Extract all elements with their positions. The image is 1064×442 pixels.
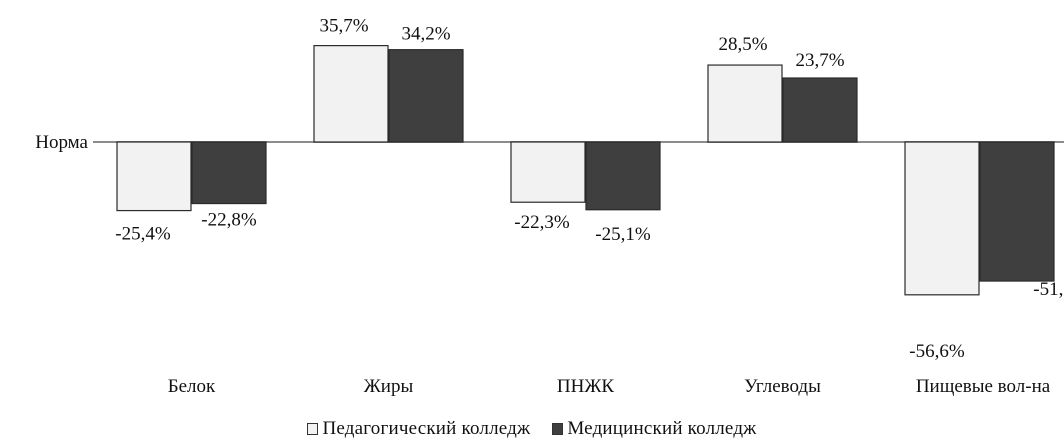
data-label-belok-medical: -22,8%: [201, 210, 257, 231]
bar-pnzhk-pedagogical: [510, 141, 586, 203]
data-label-zhiry-medical: 34,2%: [401, 24, 450, 45]
bar-uglevody-pedagogical: [707, 64, 783, 143]
data-label-uglevody-pedagogical: 28,5%: [718, 34, 767, 55]
category-label-zhiry: Жиры: [364, 376, 414, 397]
bar-zhiry-medical: [388, 49, 464, 143]
legend-item-medical: Медицинский колледж: [552, 418, 756, 440]
data-label-uglevody-medical: 23,7%: [795, 50, 844, 71]
bar-belok-medical: [191, 141, 267, 205]
bar-belok-pedagogical: [116, 141, 192, 212]
data-label-pnzhk-pedagogical: -22,3%: [514, 212, 570, 233]
bar-uglevody-medical: [782, 77, 858, 143]
category-label-pnzhk: ПНЖК: [557, 376, 614, 397]
category-label-pishchevye-volokna: Пищевые вол-на: [916, 376, 1051, 397]
bar-pnzhk-medical: [585, 141, 661, 211]
legend-swatch-light: [307, 423, 319, 435]
data-label-pnzhk-medical: -25,1%: [595, 224, 651, 245]
category-label-uglevody: Углеводы: [744, 376, 821, 397]
data-label-belok-pedagogical: -25,4%: [115, 224, 171, 245]
data-label-pishchevye-volokna-pedagogical: -56,6%: [909, 341, 965, 362]
legend-item-pedagogical: Педагогический колледж: [307, 418, 530, 440]
legend-label-pedagogical: Педагогический колледж: [322, 418, 531, 439]
baseline-label: Норма: [35, 132, 88, 153]
data-label-pishchevye-volokna-medical: -51,5%: [1033, 279, 1064, 300]
bar-pishchevye-volokna-medical: [979, 141, 1055, 282]
bar-zhiry-pedagogical: [313, 45, 389, 143]
data-label-zhiry-pedagogical: 35,7%: [319, 16, 368, 37]
legend: Педагогический колледж Медицинский колле…: [0, 418, 1064, 440]
bars-group: [116, 45, 1055, 296]
category-labels-group: Белок Жиры ПНЖК Углеводы Пищевые вол-на: [168, 376, 1051, 397]
bar-pishchevye-volokna-pedagogical: [904, 141, 980, 296]
legend-swatch-dark: [552, 423, 564, 435]
legend-label-medical: Медицинский колледж: [567, 418, 757, 439]
category-label-belok: Белок: [168, 376, 216, 397]
value-labels-group: -25,4% -22,8% 35,7% 34,2% -22,3% -25,1% 28,5% 2…: [115, 16, 1064, 362]
